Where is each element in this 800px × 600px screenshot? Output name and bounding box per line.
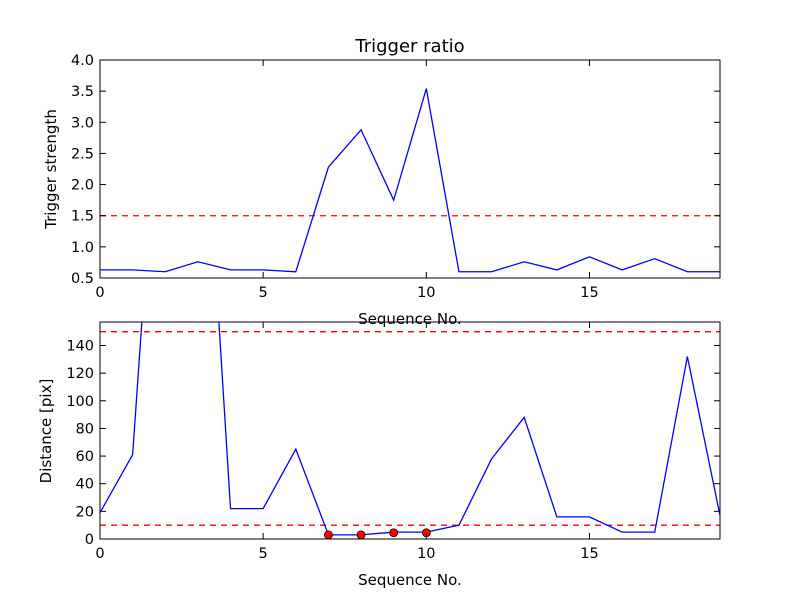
y-tick-label: 60 <box>76 449 94 465</box>
data-point-marker <box>389 528 399 538</box>
panel-1-x-ticks: 0 5 10 15 <box>95 60 599 301</box>
panel-2-y-ticks: 0 20 40 60 80 100 120 140 <box>66 338 720 548</box>
panel-2-xlabel: Sequence No. <box>358 571 462 589</box>
x-tick-label: 15 <box>580 285 598 301</box>
y-tick-label: 3.5 <box>71 84 94 100</box>
series-line <box>100 88 720 273</box>
x-tick-label: 0 <box>95 285 104 301</box>
panel-1-ylabel: Trigger strength <box>42 109 60 230</box>
x-tick-label: 15 <box>580 546 598 562</box>
y-tick-label: 1.5 <box>71 209 94 225</box>
panel-2-frame <box>99 321 721 540</box>
panel-2-threshold-lines <box>100 331 720 526</box>
y-tick-label: 2.5 <box>71 146 94 162</box>
panel-2-series <box>100 322 720 536</box>
y-tick-label: 1.0 <box>71 240 94 256</box>
x-tick-label: 5 <box>259 546 268 562</box>
panel-trigger-ratio: Trigger ratio Sequence No. Trigger stren… <box>42 36 721 328</box>
data-point-marker <box>356 530 366 540</box>
series-line <box>100 322 720 536</box>
y-tick-label: 3.0 <box>71 115 94 131</box>
data-point-marker <box>324 530 333 540</box>
panel-1-series <box>100 88 720 273</box>
panel-1-frame <box>99 59 721 279</box>
x-tick-label: 10 <box>417 285 435 301</box>
y-tick-label: 140 <box>66 338 94 354</box>
y-tick-label: 0.5 <box>71 271 94 287</box>
x-tick-label: 5 <box>259 285 268 301</box>
y-tick-label: 80 <box>76 421 94 437</box>
panel-1-xlabel: Sequence No. <box>358 310 462 328</box>
panel-2-x-ticks: 0 5 10 15 <box>95 322 599 562</box>
y-tick-label: 20 <box>76 504 94 520</box>
y-tick-label: 2.0 <box>71 178 94 194</box>
panel-distance: Sequence No. Distance [pix] 0 5 10 15 0 20 40… <box>37 321 721 589</box>
panel-2-markers <box>324 528 431 540</box>
y-tick-label: 120 <box>66 366 94 382</box>
panel-1-title: Trigger ratio <box>354 36 464 57</box>
y-tick-label: 100 <box>66 394 94 410</box>
x-tick-label: 0 <box>95 546 104 562</box>
panel-1-y-ticks: 0.5 1.0 1.5 2.0 2.5 3.0 3.5 4.0 <box>71 53 720 287</box>
y-tick-label: 0 <box>85 532 94 548</box>
y-tick-label: 40 <box>76 477 94 493</box>
panel-2-ylabel: Distance [pix] <box>37 379 55 484</box>
x-tick-label: 10 <box>417 546 435 562</box>
y-tick-label: 4.0 <box>71 53 94 69</box>
